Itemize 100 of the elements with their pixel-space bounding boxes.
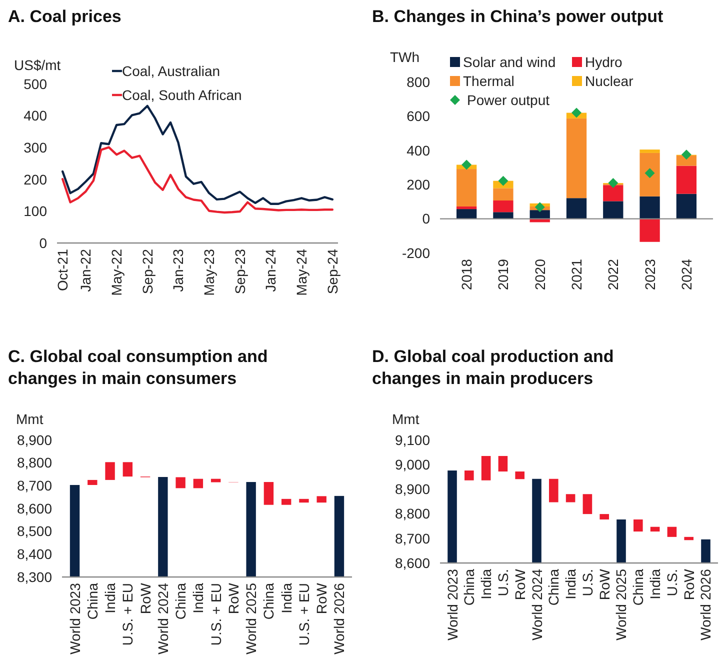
y-tick-label: 200 <box>24 171 48 188</box>
legend-label: Nuclear <box>585 73 634 89</box>
y-tick-label: 8,300 <box>16 568 52 585</box>
x-tick-label: U.S. <box>494 569 511 596</box>
y-tick-label: 300 <box>24 140 48 156</box>
x-tick-label: India <box>102 582 118 614</box>
y-tick-label: 8,400 <box>16 546 52 562</box>
bar <box>640 152 660 196</box>
x-tick-label: RoW <box>512 568 528 600</box>
x-tick-label: China <box>630 568 646 606</box>
x-tick-label: Sep-24 <box>324 248 340 294</box>
point <box>681 150 692 160</box>
x-tick-label: India <box>562 568 579 600</box>
y-tick-label: 9,100 <box>394 432 430 448</box>
y-axis-title: Mmt <box>392 411 420 427</box>
y-tick-label: 0 <box>39 234 48 251</box>
bar <box>676 194 697 219</box>
x-tick-label: U.S. <box>579 569 596 596</box>
x-tick-label: World 2025 <box>613 568 630 640</box>
y-tick-label: 0 <box>422 210 430 227</box>
bar <box>566 118 587 198</box>
y-tick-label: 100 <box>24 203 48 220</box>
bar <box>456 209 477 219</box>
x-tick-label: U.S. + EU <box>208 583 224 646</box>
bar <box>640 218 660 242</box>
x-tick-label: World 2026 <box>331 582 348 654</box>
x-tick-label: China <box>84 582 100 620</box>
point <box>534 202 545 212</box>
legend-label: Power output <box>467 92 550 108</box>
x-tick-label: 2020 <box>532 258 548 290</box>
x-tick-label: Jan-23 <box>170 248 186 292</box>
y-tick-label: 500 <box>24 76 48 92</box>
x-tick-label: India <box>647 568 664 600</box>
y-tick-label: 8,700 <box>394 530 430 546</box>
bar <box>640 196 660 219</box>
x-tick-label: 2023 <box>642 258 658 290</box>
bar <box>603 185 624 202</box>
x-tick-label: World 2026 <box>698 568 714 640</box>
x-tick-label: May-23 <box>201 248 218 296</box>
y-axis-title: US$/mt <box>14 57 61 73</box>
bar <box>493 212 514 219</box>
x-tick-label: World 2024 <box>528 568 545 640</box>
x-tick-label: RoW <box>314 582 330 614</box>
legend-label: Hydro <box>585 54 623 70</box>
legend-label: Solar and wind <box>463 54 556 70</box>
chart-title: C. Global coal consumption and changes in main consumers <box>8 347 268 388</box>
y-tick-label: 8,600 <box>16 500 52 516</box>
point <box>572 108 582 118</box>
x-tick-label: RoW <box>137 582 154 614</box>
x-tick-label: Sep-22 <box>139 248 156 294</box>
x-tick-label: Jan-22 <box>78 248 94 292</box>
x-tick-label: RoW <box>680 568 697 600</box>
x-tick-label: 2019 <box>495 258 512 290</box>
x-tick-label: China <box>172 582 189 620</box>
y-tick-label: 200 <box>406 176 430 192</box>
bar <box>603 201 624 219</box>
chart-title: A. Coal prices <box>8 7 122 26</box>
x-tick-label: India <box>278 582 294 614</box>
x-tick-label: May-22 <box>108 248 125 296</box>
point <box>608 178 618 188</box>
y-tick-label: 400 <box>24 108 48 124</box>
bar <box>493 200 514 212</box>
chart-title: D. Global coal production and changes in main producers <box>372 347 614 388</box>
x-tick-label: RoW <box>596 568 612 600</box>
bar <box>640 150 660 153</box>
bar <box>676 156 697 166</box>
bar <box>566 198 587 219</box>
point <box>498 176 508 186</box>
bar <box>456 206 477 210</box>
x-tick-label: India <box>478 568 494 600</box>
x-tick-label: India <box>190 582 206 614</box>
y-tick-label: 8,500 <box>16 523 52 540</box>
y-axis-title: TWh <box>390 49 420 65</box>
bar <box>676 166 697 194</box>
y-tick-label: 9,000 <box>394 456 430 472</box>
legend-label: Coal, South African <box>122 87 242 103</box>
bar <box>456 169 477 206</box>
x-tick-label: U.S. + EU <box>296 583 312 646</box>
y-tick-label: 8,900 <box>16 432 52 448</box>
x-tick-label: World 2025 <box>243 582 260 654</box>
y-tick-label: 8,700 <box>16 478 52 494</box>
x-tick-label: May-24 <box>294 248 310 296</box>
x-tick-label: World 2023 <box>66 582 83 654</box>
point <box>644 168 655 178</box>
line-series <box>61 104 334 205</box>
x-tick-label: Oct-21 <box>54 248 71 292</box>
x-tick-label: RoW <box>225 582 242 614</box>
y-tick-label: 8,800 <box>16 454 52 471</box>
bar <box>493 188 514 201</box>
y-tick-label: 400 <box>406 142 430 158</box>
x-tick-label: China <box>461 568 478 606</box>
x-tick-label: World 2024 <box>154 582 171 654</box>
x-tick-label: 2021 <box>568 258 584 290</box>
legend-label: Coal, Australian <box>122 63 220 79</box>
y-tick-label: -200 <box>402 244 430 261</box>
x-tick-label: 2024 <box>678 258 694 290</box>
x-tick-label: China <box>260 582 277 620</box>
x-tick-label: 2022 <box>605 258 622 290</box>
y-tick-label: 8,900 <box>394 481 430 498</box>
point <box>462 160 472 170</box>
